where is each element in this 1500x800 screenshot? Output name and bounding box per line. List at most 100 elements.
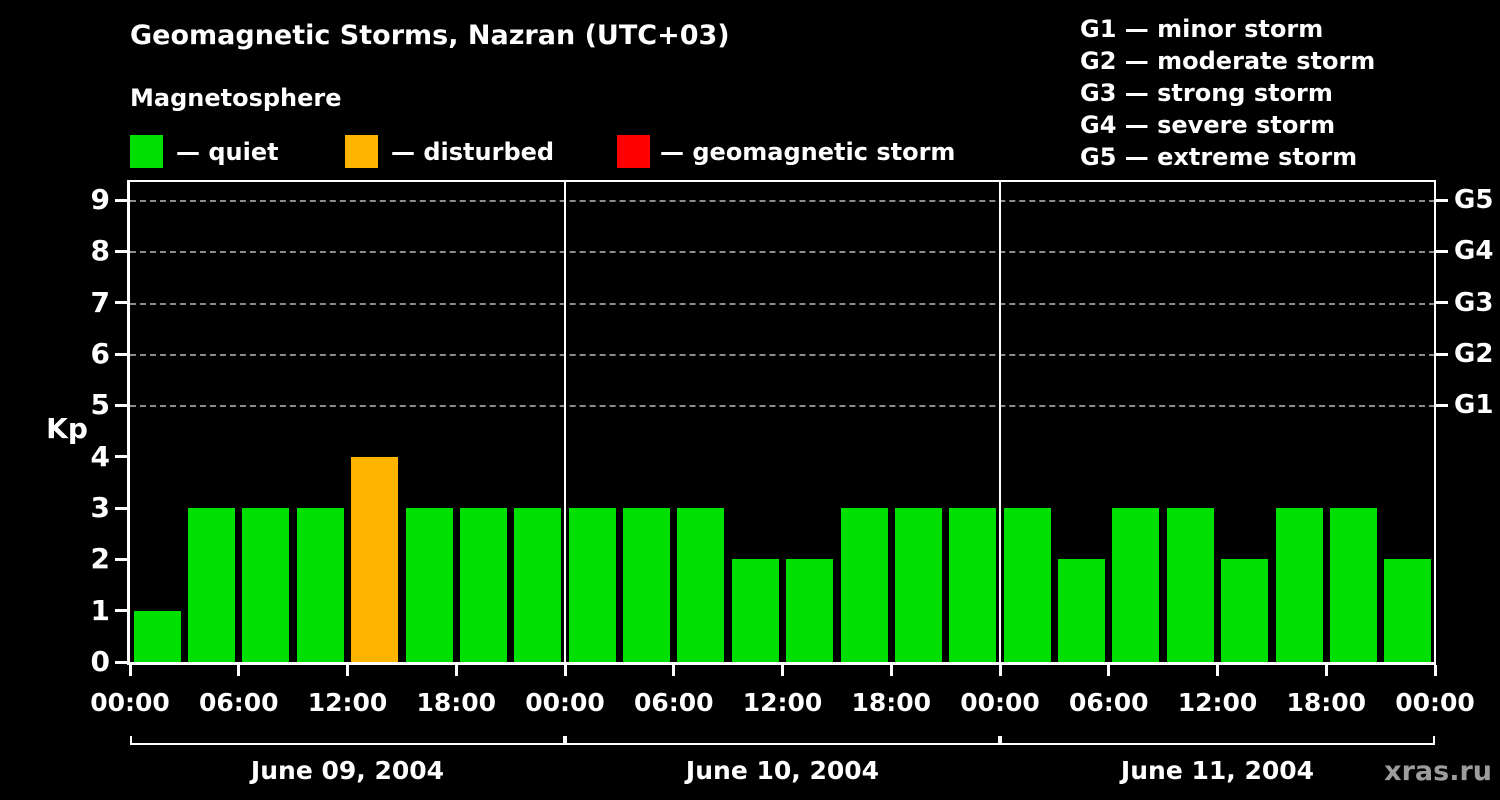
y-tick-label: 7 bbox=[90, 285, 110, 319]
x-tick bbox=[889, 665, 893, 676]
x-tick bbox=[781, 665, 784, 676]
y-tick-label: 2 bbox=[90, 542, 110, 576]
chart-title: Geomagnetic Storms, Nazran (UTC+03) bbox=[130, 20, 730, 51]
geomagnetic-storm-legend-swatch bbox=[617, 135, 650, 168]
kp-bar bbox=[568, 508, 616, 662]
g-tick bbox=[1436, 403, 1448, 407]
storm-scale-item-2: G2 — moderate storm bbox=[1080, 47, 1376, 75]
y-tick-label: 9 bbox=[90, 183, 110, 216]
kp-bar bbox=[731, 559, 779, 662]
x-tick bbox=[998, 665, 1002, 676]
time-label: 12:00 bbox=[1177, 688, 1258, 717]
gridline-kp8 bbox=[130, 251, 1435, 254]
g-scale-label: G5 bbox=[1454, 185, 1494, 215]
time-label: 12:00 bbox=[307, 688, 388, 717]
storm-scale-item-1: G1 — minor storm bbox=[1080, 15, 1324, 43]
y-tick-label: 1 bbox=[90, 593, 110, 627]
storm-scale-item-5: G5 — extreme storm bbox=[1080, 143, 1358, 171]
y-tick bbox=[115, 455, 127, 459]
g-scale-label: G4 bbox=[1454, 236, 1494, 267]
x-tick bbox=[672, 665, 676, 676]
g-scale-label: G3 bbox=[1454, 287, 1494, 318]
kp-bar bbox=[786, 559, 834, 662]
kp-bar bbox=[1275, 508, 1323, 662]
time-label: 06:00 bbox=[1068, 688, 1149, 717]
disturbed-legend-label: — disturbed bbox=[391, 138, 555, 166]
axis-right bbox=[1434, 180, 1436, 665]
storm-scale-legend: G1 — minor storm G2 — moderate storm G3 — … bbox=[1080, 13, 1375, 173]
plot-area bbox=[130, 180, 1435, 662]
x-tick bbox=[1324, 665, 1328, 676]
y-tick bbox=[115, 352, 127, 356]
storm-scale-item-4: G4 — severe storm bbox=[1080, 111, 1336, 139]
axis-top bbox=[127, 180, 1436, 182]
time-label: 00:00 bbox=[525, 688, 605, 717]
y-tick-label: 4 bbox=[90, 439, 110, 473]
kp-bar bbox=[894, 508, 942, 662]
y-tick bbox=[115, 198, 127, 202]
y-tick-label: 0 bbox=[90, 645, 110, 678]
g-scale-label: G2 bbox=[1454, 339, 1494, 369]
axis-bottom bbox=[127, 662, 1436, 665]
g-scale-label: G1 bbox=[1454, 390, 1494, 421]
kp-bar bbox=[1058, 559, 1106, 662]
day-divider bbox=[999, 180, 1001, 662]
time-label: 06:00 bbox=[198, 688, 279, 717]
kp-bar bbox=[351, 456, 399, 662]
kp-bar bbox=[514, 508, 562, 662]
quiet-legend-swatch bbox=[130, 135, 163, 168]
day-divider bbox=[564, 180, 566, 662]
date-label: June 09, 2004 bbox=[250, 756, 445, 785]
y-tick-label: 5 bbox=[90, 388, 110, 422]
time-label: 18:00 bbox=[416, 688, 497, 717]
y-tick-label: 3 bbox=[90, 491, 110, 524]
kp-bar bbox=[459, 508, 507, 662]
kp-bar bbox=[623, 508, 671, 662]
date-bracket bbox=[565, 736, 1000, 745]
y-tick-label: 6 bbox=[90, 337, 110, 370]
date-label: June 10, 2004 bbox=[685, 756, 880, 785]
time-label: 00:00 bbox=[960, 688, 1040, 717]
kp-bar bbox=[1112, 508, 1160, 662]
g-tick bbox=[1436, 249, 1448, 253]
kp-bar bbox=[1329, 508, 1377, 662]
gridline-kp6 bbox=[130, 354, 1435, 356]
y-tick bbox=[115, 506, 127, 510]
g-tick bbox=[1436, 198, 1448, 202]
kp-bar bbox=[242, 508, 290, 662]
time-label: 18:00 bbox=[1286, 688, 1367, 717]
axis-left bbox=[127, 180, 130, 665]
gridline-kp9 bbox=[130, 200, 1435, 202]
kp-bar bbox=[1166, 508, 1214, 662]
time-label: 06:00 bbox=[633, 688, 714, 717]
g-tick bbox=[1436, 352, 1448, 356]
x-tick bbox=[237, 665, 241, 676]
kp-bar bbox=[1221, 559, 1269, 662]
kp-bar bbox=[133, 610, 181, 662]
time-label: 18:00 bbox=[851, 688, 932, 717]
y-tick bbox=[115, 609, 127, 613]
kp-bar bbox=[296, 508, 344, 662]
geomagnetic-storm-legend-label: — geomagnetic storm bbox=[660, 138, 956, 166]
x-tick bbox=[1433, 665, 1437, 676]
y-tick bbox=[115, 403, 127, 407]
kp-bar bbox=[949, 508, 997, 662]
date-bracket bbox=[1000, 736, 1435, 745]
date-label: June 11, 2004 bbox=[1120, 756, 1315, 785]
x-tick bbox=[1107, 665, 1111, 676]
gridline-kp7 bbox=[130, 302, 1435, 305]
kp-bar bbox=[188, 508, 236, 662]
time-label: 00:00 bbox=[1395, 688, 1475, 717]
g-tick bbox=[1436, 301, 1448, 305]
kp-bar bbox=[405, 508, 453, 662]
y-tick bbox=[115, 557, 127, 561]
x-tick bbox=[128, 665, 132, 676]
quiet-legend-label: — quiet bbox=[176, 138, 279, 166]
y-tick bbox=[115, 660, 127, 664]
x-tick bbox=[1216, 665, 1219, 676]
storm-scale-item-3: G3 — strong storm bbox=[1080, 79, 1333, 107]
kp-bar bbox=[1003, 508, 1051, 662]
x-tick bbox=[454, 665, 458, 676]
time-label: 12:00 bbox=[742, 688, 823, 717]
